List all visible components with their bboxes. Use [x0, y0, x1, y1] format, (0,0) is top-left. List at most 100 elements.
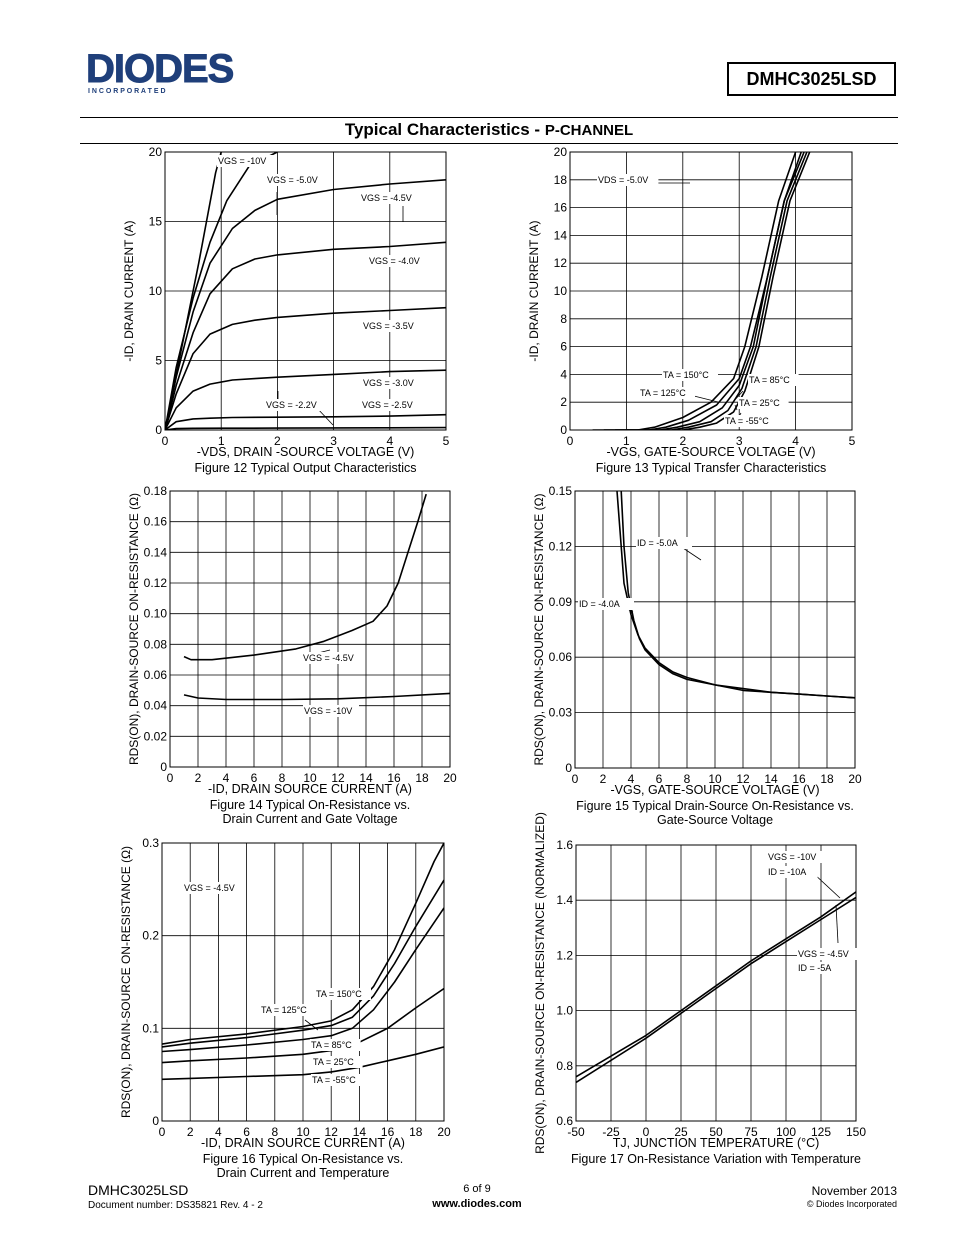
x-tick-label: 12	[331, 771, 345, 785]
x-tick-label: 0	[162, 434, 169, 448]
y-tick-label: 0.12	[144, 576, 168, 590]
annotation-label: ID = -5A	[798, 963, 831, 973]
x-tick-label: 50	[709, 1125, 723, 1139]
annotation-label: VGS = -4.5V	[798, 949, 849, 959]
y-tick-label: 0.18	[144, 484, 168, 498]
figure-caption: Figure 13 Typical Transfer Characteristi…	[596, 461, 826, 475]
x-tick-label: 4	[792, 434, 799, 448]
y-tick-label: 12	[554, 256, 568, 270]
y-tick-label: 0	[560, 423, 567, 437]
annotation-leader	[304, 1019, 319, 1031]
x-tick-label: 2	[274, 434, 281, 448]
x-tick-label: 150	[846, 1125, 866, 1139]
annotation-label: ID = -10A	[768, 867, 806, 877]
annotation-label: VGS = -3.5V	[363, 321, 414, 331]
y-tick-label: 1.6	[556, 838, 573, 852]
y-axis-label: -ID, DRAIN CURRENT (A)	[122, 220, 136, 361]
x-tick-label: 0	[167, 771, 174, 785]
page-title-main: Typical Characteristics -	[344, 120, 545, 139]
annotation-label: VDS = -5.0V	[598, 175, 648, 185]
page-title-channel: P-CHANNEL	[544, 122, 634, 139]
annotation-label: TA = 25°C	[313, 1057, 354, 1067]
footer-website: www.diodes.com	[432, 1198, 522, 1210]
series-line	[576, 891, 856, 1078]
y-tick-label: 0.15	[549, 484, 573, 498]
series-line	[165, 413, 446, 430]
figure-caption: Figure 15 Typical Drain-Source On-Resist…	[576, 799, 854, 813]
y-tick-label: 0	[565, 761, 572, 775]
series-line	[165, 241, 446, 430]
annotation-bg	[662, 369, 718, 381]
x-tick-label: 0	[572, 772, 579, 786]
annotation-label: VGS = -4.5V	[303, 653, 354, 663]
x-tick-label: 0	[643, 1125, 650, 1139]
footer-page-number: 6 of 9	[463, 1183, 491, 1195]
x-tick-label: 6	[656, 772, 663, 786]
y-tick-label: 20	[554, 145, 568, 159]
x-tick-label: 10	[303, 771, 317, 785]
y-tick-label: 1.0	[556, 1004, 573, 1018]
x-tick-label: 1	[623, 434, 630, 448]
annotation-label: TA = 85°C	[749, 375, 790, 385]
series-line	[576, 896, 856, 1084]
x-axis-label: -ID, DRAIN SOURCE CURRENT (A)	[208, 782, 412, 796]
x-axis-label: -ID, DRAIN SOURCE CURRENT (A)	[201, 1136, 405, 1150]
annotation-bg	[265, 399, 327, 411]
x-tick-label: 2	[187, 1125, 194, 1139]
annotation-bg	[183, 882, 245, 894]
annotation-bg	[738, 397, 789, 409]
series-line	[183, 692, 450, 701]
y-tick-label: 0.14	[144, 545, 168, 559]
page-title: Typical Characteristics - P-CHANNEL	[80, 120, 898, 140]
chart-15: 0 2 4 6 8 10 12 14 16 18 20 0 0.03 0.06 0.09 0.12 0.15 ID…	[532, 484, 862, 827]
chart-17: -50 -25 0 25 50 75 100 125 150 0.6 0.8 1.0 1.2 1.4 1.6…	[533, 812, 866, 1166]
figure-caption: Figure 16 Typical On-Resistance vs.	[203, 1152, 404, 1166]
annotation-bg	[724, 415, 780, 427]
chart-16: 0 2 4 6 8 10 12 14 16 18 20 0 0.1 0.2 0.3 VGS = -4.5V TA…	[119, 836, 451, 1180]
header-rule-bottom	[80, 143, 898, 144]
x-tick-label: 2	[679, 434, 686, 448]
annotation-label: TA = 150°C	[316, 989, 362, 999]
series-line	[165, 306, 446, 430]
footer-part-number: DMHC3025LSD	[88, 1182, 189, 1198]
annotation-label: ID = -4.0A	[579, 599, 620, 609]
y-axis-label: RDS(ON), DRAIN-SOURCE ON-RESISTANCE (NOR…	[533, 812, 547, 1154]
footer-copyright: © Diodes Incorporated	[806, 1199, 897, 1209]
x-tick-label: 18	[409, 1125, 423, 1139]
figure-caption: Gate-Source Voltage	[657, 813, 773, 827]
x-tick-label: 1	[218, 434, 225, 448]
x-tick-label: 4	[386, 434, 393, 448]
logo-sub: I N C O R P O R A T E D	[88, 88, 166, 95]
part-number-box: DMHC3025LSD	[727, 62, 896, 96]
annotation-label: TA = 25°C	[739, 398, 780, 408]
annotation-label: VGS = -2.5V	[362, 400, 413, 410]
figure-caption: Drain Current and Temperature	[217, 1166, 390, 1180]
y-tick-label: 0.08	[144, 637, 168, 651]
annotation-label: VGS = -10V	[304, 706, 352, 716]
annotation-bg	[362, 377, 424, 389]
y-tick-label: 4	[560, 367, 567, 381]
annotation-bg	[368, 255, 430, 267]
annotation-label: TA = 125°C	[261, 1005, 307, 1015]
annotation-bg	[302, 652, 364, 664]
x-tick-label: 14	[353, 1125, 367, 1139]
annotation-leader	[734, 404, 738, 411]
plot-frame	[169, 490, 451, 768]
annotation-label: TA = -55°C	[725, 416, 769, 426]
y-tick-label: 1.4	[556, 893, 573, 907]
annotation-label: VGS = -2.2V	[266, 400, 317, 410]
series-line	[162, 1046, 444, 1081]
annotation-bg	[361, 399, 423, 411]
annotation-bg	[310, 1039, 361, 1051]
plot-frame	[575, 844, 857, 1122]
figure-caption: Figure 14 Typical On-Resistance vs.	[210, 798, 411, 812]
y-tick-label: 0.10	[144, 607, 168, 621]
annotation-leader	[835, 904, 839, 944]
y-tick-label: 0.06	[144, 668, 168, 682]
annotation-label: TA = -55°C	[312, 1075, 356, 1085]
annotation-label: VGS = -4.0V	[369, 256, 420, 266]
annotation-label: VGS = -4.5V	[184, 883, 235, 893]
x-tick-label: -25	[602, 1125, 620, 1139]
annotation-label: ID = -5.0A	[637, 538, 678, 548]
